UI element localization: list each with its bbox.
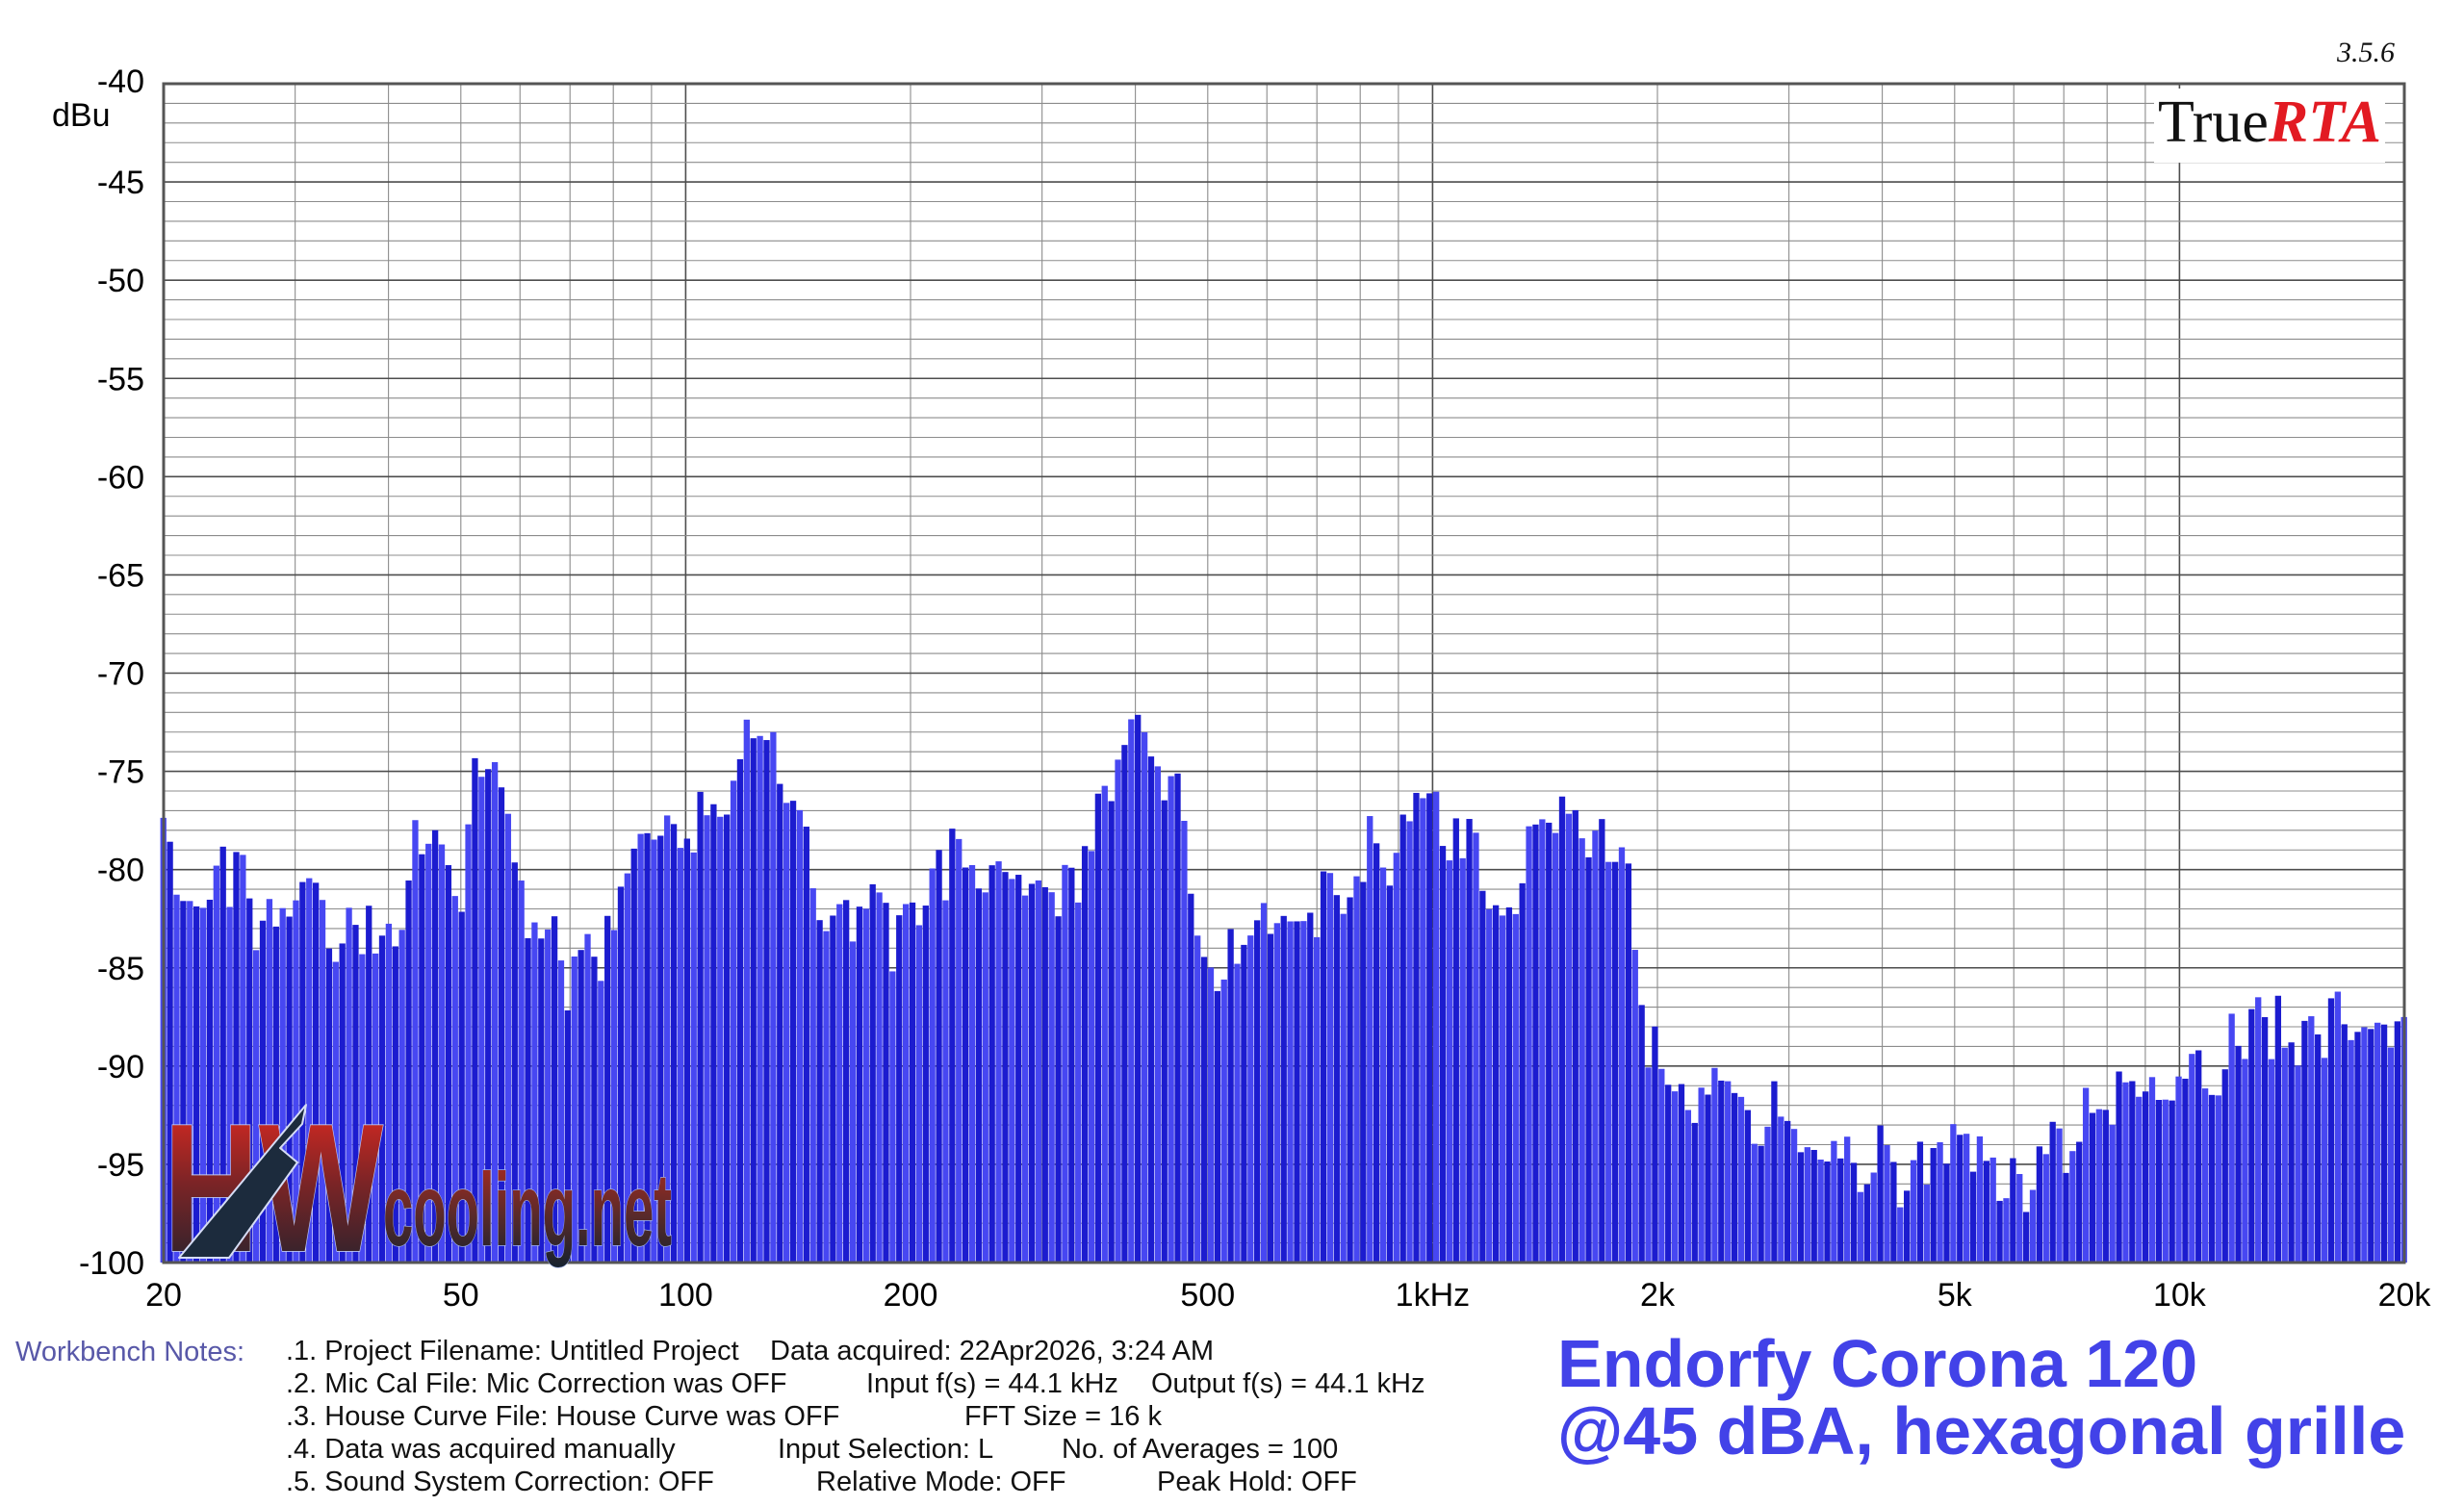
svg-text:500: 500 bbox=[1180, 1277, 1235, 1314]
svg-text:-50: -50 bbox=[97, 263, 144, 299]
svg-text:-60: -60 bbox=[97, 459, 144, 496]
svg-text:2k: 2k bbox=[1640, 1277, 1676, 1314]
svg-text:-85: -85 bbox=[97, 951, 144, 987]
svg-text:10k: 10k bbox=[2153, 1277, 2207, 1314]
svg-text:-80: -80 bbox=[97, 853, 144, 889]
svg-text:-70: -70 bbox=[97, 656, 144, 693]
svg-text:100: 100 bbox=[658, 1277, 713, 1314]
svg-text:cooling.net: cooling.net bbox=[383, 1151, 672, 1267]
svg-text:5k: 5k bbox=[1938, 1277, 1973, 1314]
svg-text:-75: -75 bbox=[97, 754, 144, 791]
svg-text:-45: -45 bbox=[97, 165, 144, 201]
svg-text:dBu: dBu bbox=[52, 97, 111, 134]
svg-text:-40: -40 bbox=[97, 64, 144, 100]
svg-text:50: 50 bbox=[443, 1277, 479, 1314]
svg-text:-100: -100 bbox=[79, 1245, 144, 1282]
svg-text:20k: 20k bbox=[2378, 1277, 2432, 1314]
svg-text:-55: -55 bbox=[97, 361, 144, 397]
svg-text:-90: -90 bbox=[97, 1049, 144, 1085]
svg-text:1kHz: 1kHz bbox=[1396, 1277, 1470, 1314]
svg-text:200: 200 bbox=[884, 1277, 938, 1314]
svg-text:-95: -95 bbox=[97, 1147, 144, 1184]
svg-text:-65: -65 bbox=[97, 557, 144, 594]
